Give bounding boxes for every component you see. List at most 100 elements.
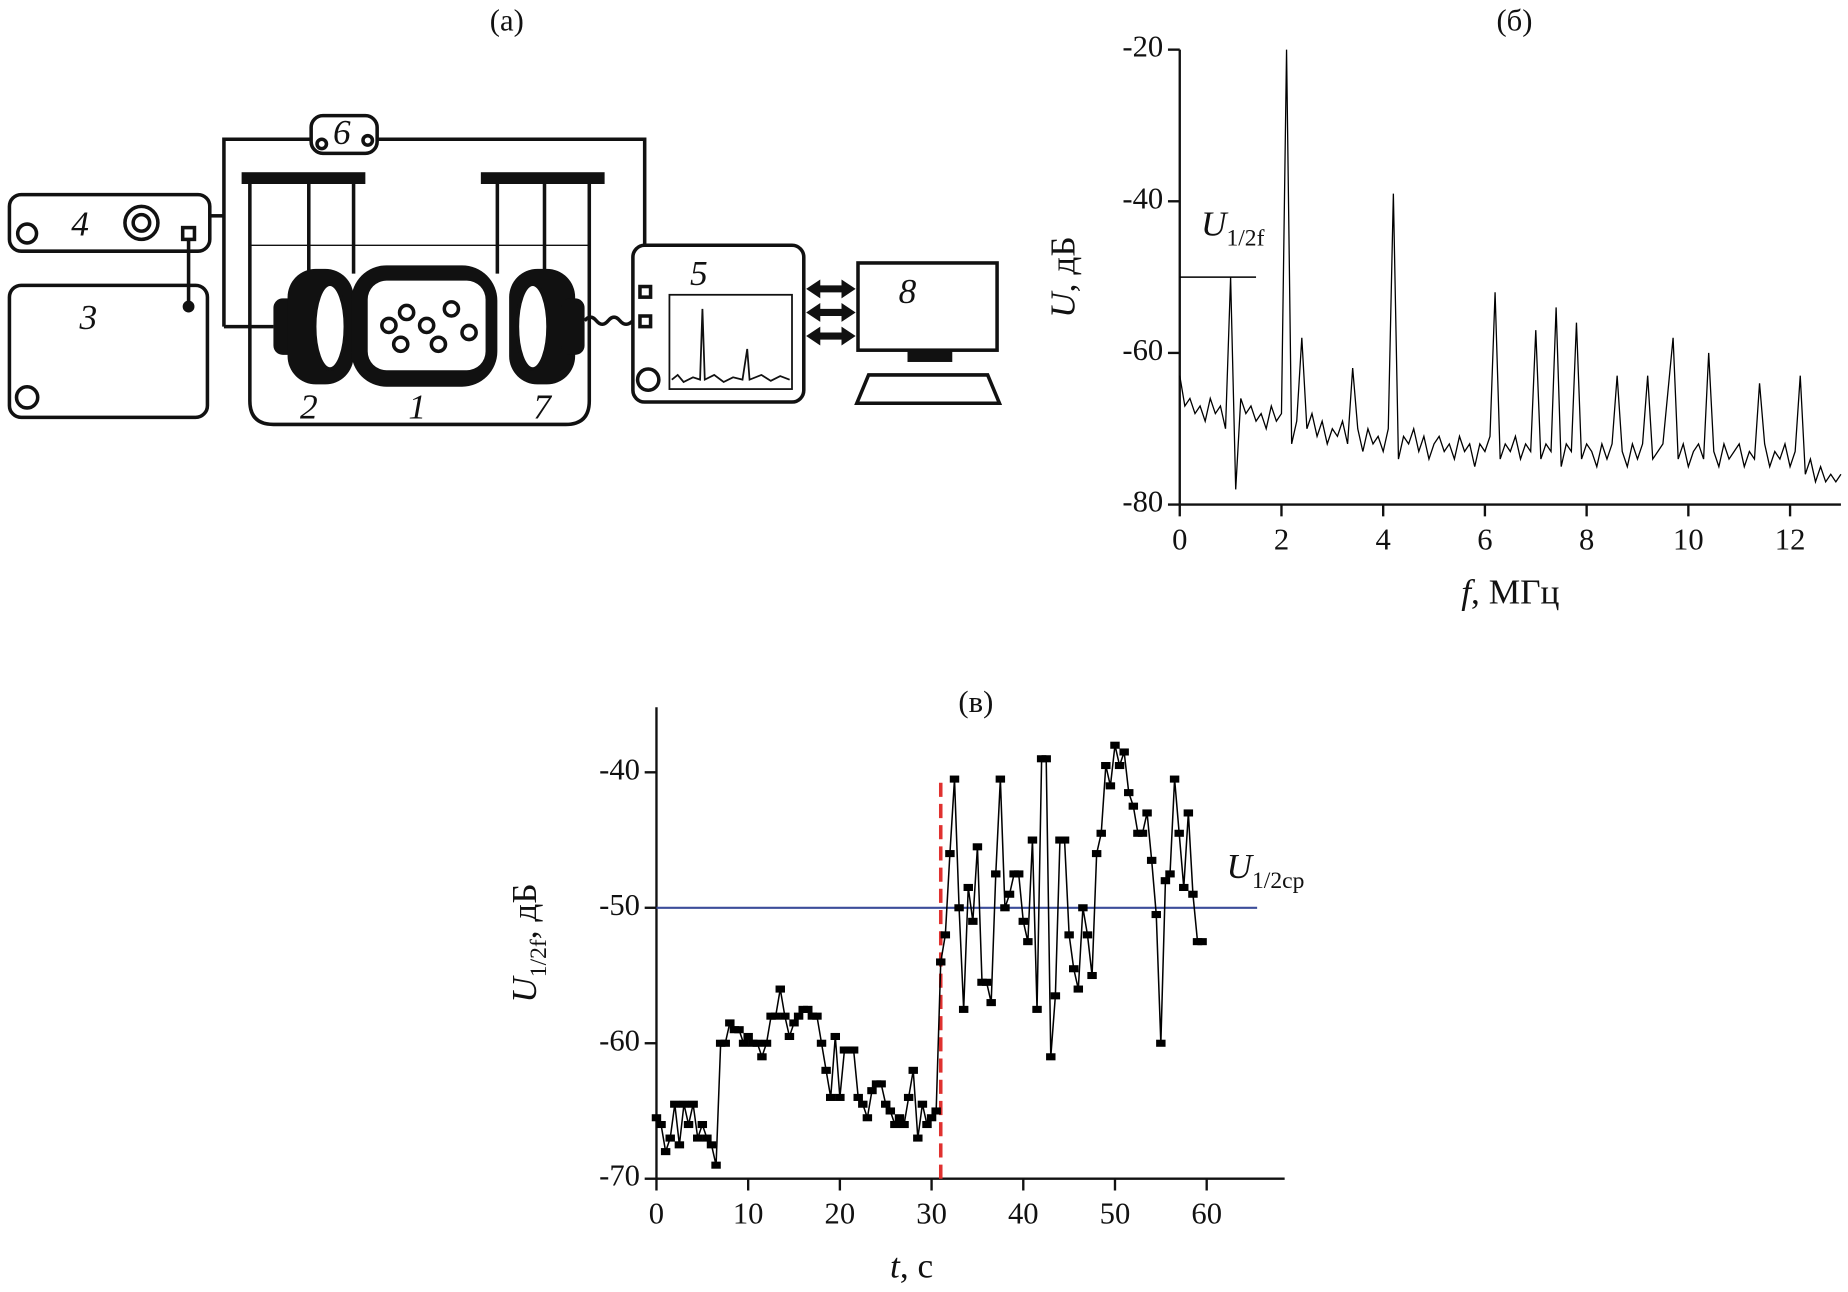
screen — [668, 293, 793, 390]
x-tick-label: 30 — [916, 1196, 947, 1230]
data-point — [702, 1134, 712, 1142]
data-point — [1105, 782, 1116, 790]
data-point — [1169, 775, 1180, 783]
data-point — [725, 1019, 735, 1027]
data-point — [835, 1093, 845, 1101]
frame — [248, 179, 592, 427]
symbol: U — [1201, 204, 1229, 244]
fan — [131, 212, 152, 233]
support — [241, 172, 366, 184]
y-tick-label: -60 — [599, 1023, 640, 1057]
data-point — [761, 1039, 772, 1047]
arrow — [806, 279, 856, 299]
data-point — [1197, 938, 1207, 946]
data-point — [972, 843, 983, 851]
data-point — [1101, 762, 1111, 770]
data-point — [1160, 877, 1171, 885]
unit: , МГц — [1471, 571, 1560, 611]
particle — [397, 303, 416, 322]
data-point — [1032, 1005, 1042, 1013]
data-point — [922, 1120, 932, 1129]
rich-label: t, с — [890, 1246, 933, 1286]
data-point — [1046, 1053, 1056, 1061]
data-point — [1050, 992, 1061, 1000]
data-point — [917, 1100, 928, 1108]
diagram-label: 7 — [533, 386, 552, 426]
data-point — [968, 917, 978, 925]
data-point — [986, 999, 996, 1007]
diagram-label: 3 — [79, 297, 98, 337]
symbol: t — [890, 1246, 901, 1286]
support — [480, 172, 605, 184]
data-point — [683, 1120, 694, 1129]
rich-label: U, дБ — [1043, 236, 1083, 317]
data-point — [784, 1032, 795, 1041]
subscript: 1/2f — [1226, 226, 1264, 252]
y-tick-label: -50 — [599, 888, 640, 922]
data-point — [757, 1053, 767, 1061]
rich-label: U1/2f, дБ — [504, 883, 552, 1002]
data-point — [775, 985, 785, 993]
y-tick-label: -60 — [1122, 333, 1163, 367]
data-point — [1110, 741, 1120, 749]
terminal — [361, 133, 375, 147]
data-point — [1174, 829, 1184, 837]
data-point — [1013, 870, 1024, 878]
data-point — [890, 1120, 900, 1129]
data-point — [945, 850, 955, 858]
unit: , с — [900, 1246, 933, 1286]
diagram-label: 8 — [899, 271, 917, 311]
data-point — [665, 1134, 675, 1142]
data-point — [958, 1005, 969, 1013]
data-point — [697, 1120, 708, 1129]
unit: , дБ — [504, 883, 544, 939]
x-tick-label: 10 — [733, 1196, 764, 1230]
x-tick-label: 40 — [1008, 1196, 1039, 1230]
data-point — [1179, 883, 1189, 891]
symbol: U — [1043, 290, 1083, 318]
unit: , дБ — [1043, 236, 1083, 292]
data-point — [825, 1093, 836, 1101]
data-point — [1041, 755, 1051, 763]
x-tick-label: 12 — [1775, 522, 1806, 556]
data-point — [949, 775, 960, 783]
data-point — [706, 1141, 717, 1149]
data-point — [711, 1161, 721, 1169]
coil-2 — [312, 282, 348, 371]
port — [180, 225, 197, 242]
y-tick-label: -40 — [1122, 181, 1163, 215]
particle — [460, 323, 478, 342]
data-point — [660, 1148, 671, 1156]
x-tick-label: 0 — [1172, 522, 1187, 556]
data-point — [656, 1120, 666, 1129]
port — [638, 284, 653, 299]
x-tick-label: 6 — [1477, 522, 1492, 556]
monitor — [856, 261, 999, 352]
data-point — [651, 1114, 662, 1122]
data-point — [981, 978, 992, 986]
data-point — [1114, 762, 1125, 770]
data-point — [1018, 917, 1028, 925]
data-point — [693, 1134, 703, 1142]
data-point — [908, 1066, 918, 1074]
monitor-stand — [907, 350, 953, 362]
data-point — [940, 931, 951, 939]
knob — [635, 367, 661, 393]
data-point — [1004, 890, 1015, 898]
data-point — [926, 1114, 937, 1122]
data-point — [1188, 890, 1198, 898]
data-point — [1165, 870, 1175, 878]
data-point — [991, 870, 1001, 878]
data-point — [1064, 931, 1074, 939]
data-point — [1069, 965, 1079, 973]
subscript: 1/2ср — [1252, 868, 1304, 894]
chart-title: (в) — [958, 685, 993, 719]
data-point — [679, 1100, 689, 1108]
diagram-label: 5 — [690, 253, 708, 293]
data-point — [1000, 904, 1010, 912]
rich-label: U1/2f — [1201, 204, 1265, 252]
terminal — [182, 300, 195, 313]
data-point — [1073, 985, 1084, 993]
symbol: U — [504, 975, 544, 1003]
particle — [429, 335, 448, 354]
